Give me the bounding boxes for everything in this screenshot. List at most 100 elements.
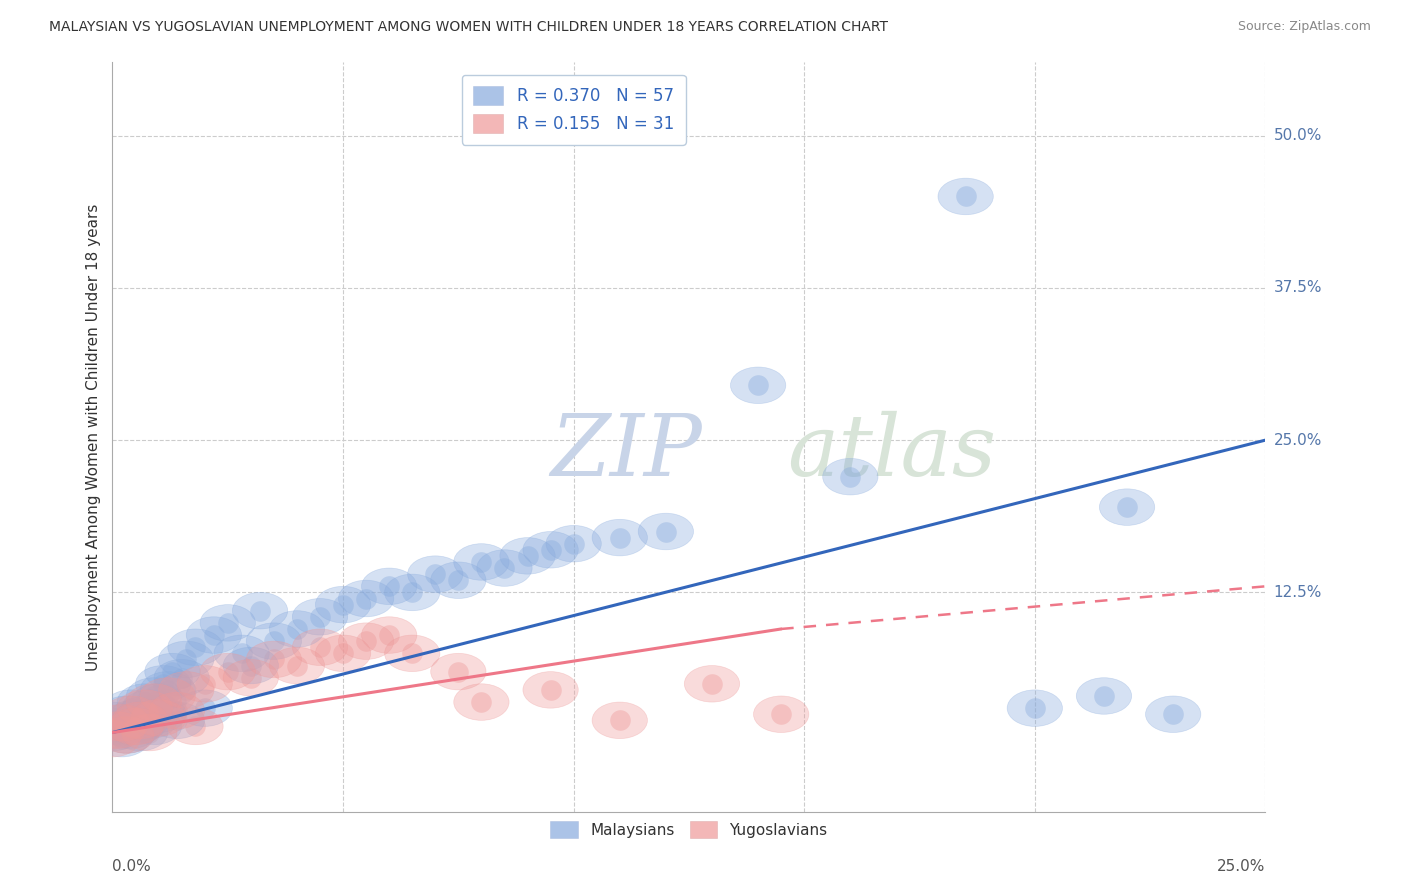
- Ellipse shape: [430, 562, 486, 599]
- Ellipse shape: [731, 367, 786, 403]
- Point: [148, 695, 170, 709]
- Ellipse shape: [149, 702, 205, 739]
- Ellipse shape: [122, 690, 177, 726]
- Ellipse shape: [131, 699, 186, 736]
- Text: 25.0%: 25.0%: [1274, 433, 1322, 448]
- Point: [332, 646, 354, 660]
- Text: Source: ZipAtlas.com: Source: ZipAtlas.com: [1237, 20, 1371, 33]
- Ellipse shape: [94, 705, 149, 741]
- Ellipse shape: [108, 708, 163, 745]
- Point: [143, 695, 166, 709]
- Ellipse shape: [938, 178, 993, 215]
- Point: [184, 640, 207, 655]
- Point: [134, 707, 156, 722]
- Ellipse shape: [159, 641, 214, 678]
- Point: [129, 715, 152, 730]
- Point: [354, 591, 377, 606]
- Ellipse shape: [339, 580, 394, 616]
- Ellipse shape: [98, 716, 155, 753]
- Ellipse shape: [159, 672, 214, 708]
- Ellipse shape: [103, 712, 159, 748]
- Point: [111, 731, 134, 746]
- Point: [839, 469, 862, 483]
- Point: [1024, 701, 1046, 715]
- Ellipse shape: [454, 684, 509, 721]
- Ellipse shape: [122, 714, 177, 751]
- Point: [105, 723, 128, 737]
- Point: [138, 701, 160, 715]
- Ellipse shape: [224, 659, 278, 696]
- Point: [231, 646, 253, 660]
- Ellipse shape: [823, 458, 877, 495]
- Point: [309, 609, 332, 624]
- Ellipse shape: [454, 544, 509, 580]
- Point: [174, 682, 197, 697]
- Text: 0.0%: 0.0%: [112, 859, 152, 874]
- Point: [138, 725, 160, 739]
- Ellipse shape: [430, 653, 486, 690]
- Point: [494, 561, 516, 575]
- Ellipse shape: [122, 702, 177, 739]
- Text: 12.5%: 12.5%: [1274, 585, 1322, 600]
- Ellipse shape: [90, 712, 145, 748]
- Ellipse shape: [94, 721, 149, 757]
- Ellipse shape: [1146, 696, 1201, 732]
- Ellipse shape: [685, 665, 740, 702]
- Ellipse shape: [98, 716, 155, 753]
- Point: [174, 652, 197, 666]
- Ellipse shape: [98, 696, 155, 732]
- Ellipse shape: [135, 665, 191, 702]
- Point: [194, 701, 217, 715]
- Ellipse shape: [127, 678, 181, 714]
- Ellipse shape: [117, 690, 173, 726]
- Ellipse shape: [127, 684, 181, 721]
- Point: [516, 549, 538, 563]
- Point: [162, 665, 184, 679]
- Point: [184, 719, 207, 733]
- Point: [134, 701, 156, 715]
- Point: [540, 682, 562, 697]
- Point: [148, 711, 170, 725]
- Point: [239, 658, 262, 673]
- Ellipse shape: [84, 702, 141, 739]
- Point: [111, 715, 134, 730]
- Ellipse shape: [84, 708, 141, 745]
- Ellipse shape: [361, 568, 416, 605]
- Point: [120, 723, 142, 737]
- Ellipse shape: [103, 696, 159, 732]
- Point: [115, 728, 138, 742]
- Ellipse shape: [167, 708, 224, 745]
- Point: [1161, 707, 1184, 722]
- Ellipse shape: [127, 708, 181, 745]
- Ellipse shape: [1007, 690, 1063, 726]
- Text: MALAYSIAN VS YUGOSLAVIAN UNEMPLOYMENT AMONG WOMEN WITH CHILDREN UNDER 18 YEARS C: MALAYSIAN VS YUGOSLAVIAN UNEMPLOYMENT AM…: [49, 20, 889, 34]
- Point: [378, 579, 401, 593]
- Point: [747, 378, 769, 392]
- Ellipse shape: [84, 721, 141, 757]
- Ellipse shape: [84, 714, 141, 751]
- Point: [239, 671, 262, 685]
- Point: [170, 671, 193, 685]
- Point: [562, 537, 585, 551]
- Ellipse shape: [361, 616, 416, 653]
- Ellipse shape: [385, 635, 440, 672]
- Ellipse shape: [592, 702, 647, 739]
- Ellipse shape: [167, 629, 224, 665]
- Ellipse shape: [131, 684, 186, 721]
- Point: [101, 725, 124, 739]
- Point: [309, 640, 332, 655]
- Text: ZIP: ZIP: [551, 410, 703, 493]
- Ellipse shape: [315, 586, 371, 623]
- Ellipse shape: [270, 611, 325, 648]
- Ellipse shape: [112, 714, 167, 751]
- Ellipse shape: [214, 635, 270, 672]
- Point: [354, 634, 377, 648]
- Point: [124, 711, 146, 725]
- Ellipse shape: [501, 538, 555, 574]
- Ellipse shape: [1099, 489, 1154, 525]
- Point: [120, 707, 142, 722]
- Ellipse shape: [117, 696, 173, 732]
- Text: 50.0%: 50.0%: [1274, 128, 1322, 143]
- Point: [115, 707, 138, 722]
- Ellipse shape: [177, 665, 232, 702]
